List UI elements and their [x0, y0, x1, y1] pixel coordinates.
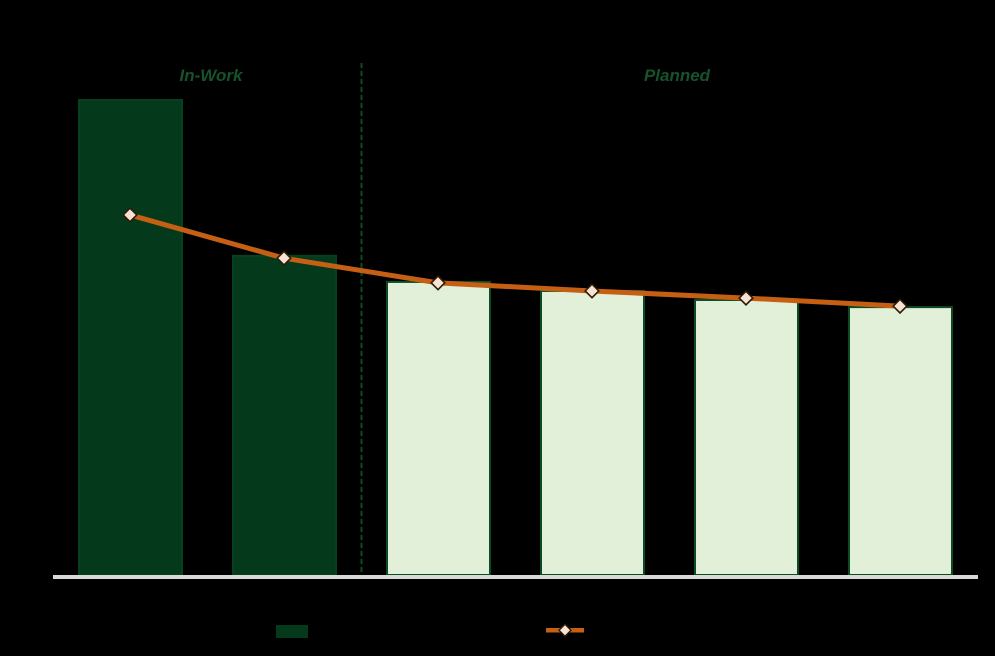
- chart-legend: [0, 618, 995, 648]
- trend-marker-diamond-4: [584, 283, 600, 299]
- region-label-in-work: In-Work: [179, 66, 243, 85]
- bar-planned-5: [694, 298, 799, 576]
- bar-planned-4: [540, 289, 645, 576]
- legend-line-diamond-icon: [546, 623, 584, 638]
- region-label-planned: Planned: [643, 66, 711, 85]
- legend-bar-swatch: [276, 625, 308, 638]
- bar-planned-6: [848, 306, 953, 576]
- trend-marker-diamond-3: [430, 274, 446, 291]
- trend-marker-diamond-5: [738, 290, 754, 307]
- trend-marker-diamond-6: [892, 298, 908, 315]
- trend-marker-diamond-2: [276, 250, 292, 267]
- legend-diamond-marker: [558, 623, 572, 638]
- category-axis-baseline: [53, 575, 978, 579]
- bar-planned-3: [386, 280, 491, 576]
- bar-in-work-1: [78, 99, 183, 576]
- trend-line: [127, 212, 903, 309]
- trend-marker-diamond-1: [122, 207, 138, 223]
- bar-in-work-2: [232, 254, 337, 577]
